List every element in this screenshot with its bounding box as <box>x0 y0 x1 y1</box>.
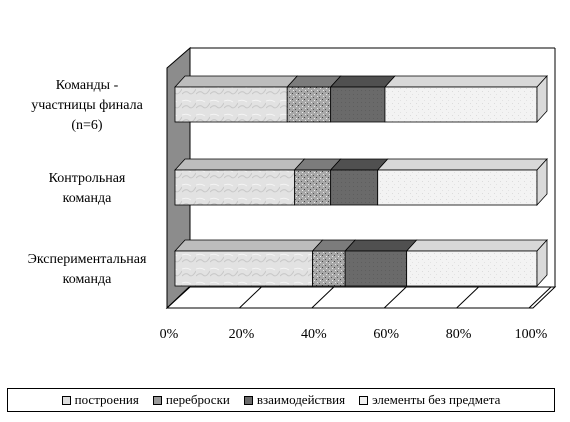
legend-item: переброски <box>152 392 230 408</box>
legend-swatch <box>152 395 162 405</box>
legend-swatch <box>61 395 71 405</box>
legend-label: построения <box>74 392 139 407</box>
category-label: Экспериментальная команда <box>28 252 147 287</box>
legend-swatch <box>243 395 253 405</box>
floor-gridline <box>383 286 407 309</box>
bar-segment <box>406 250 538 287</box>
bar-segment <box>286 86 332 123</box>
legend-swatch <box>359 395 369 405</box>
bar-side-face <box>536 74 548 124</box>
bar-segment <box>294 169 332 206</box>
bar-segment <box>330 86 386 123</box>
x-tick-label: 80% <box>446 327 472 342</box>
bar-segment <box>377 169 538 206</box>
bar-top-face <box>376 158 548 171</box>
legend-item: элементы без предмета <box>359 392 500 408</box>
x-tick-label: 0% <box>160 327 179 342</box>
category-label: Команды -участницы финала (n=6) <box>31 78 143 133</box>
bar-top-face <box>174 75 299 88</box>
x-tick-label: 40% <box>301 327 327 342</box>
bar-top-face <box>405 239 548 252</box>
floor-gridline <box>528 286 552 309</box>
legend-item: взаимодействия <box>243 392 346 408</box>
legend-label: переброски <box>165 392 230 407</box>
bar-segment <box>344 250 408 287</box>
legend-item: построения <box>61 392 139 408</box>
bar-side-face <box>536 238 548 288</box>
floor <box>165 286 557 309</box>
legend-label: элементы без предмета <box>372 392 501 407</box>
bar-segment <box>384 86 538 123</box>
x-tick-label: 20% <box>229 327 255 342</box>
x-tick-label: 60% <box>373 327 399 342</box>
bar-segment <box>174 169 295 206</box>
x-tick-label: 100% <box>515 327 548 342</box>
bar-segment <box>330 169 379 206</box>
bar-top-face <box>174 239 324 252</box>
floor-gridline <box>456 286 479 309</box>
floor-gridline <box>311 286 335 309</box>
floor-gridline <box>166 286 190 309</box>
bar-side-face <box>536 157 548 207</box>
bar-top-face <box>329 75 396 88</box>
chart-legend: построения переброски взаимодействия элемен… <box>7 388 555 412</box>
bar-top-face <box>384 75 548 88</box>
bar-segment <box>174 86 288 123</box>
bar-top-face <box>344 239 418 252</box>
bar-top-face <box>174 158 306 171</box>
chart-plot: 0% 20% 40% 60% 80% 100% Команды -участницы фи… <box>28 46 557 342</box>
bar-segment <box>174 250 313 287</box>
floor-gridline <box>239 286 262 309</box>
category-label: Контрольная команда <box>49 171 126 206</box>
legend-label: взаимодействия <box>256 392 346 407</box>
bar-segment <box>312 250 346 287</box>
